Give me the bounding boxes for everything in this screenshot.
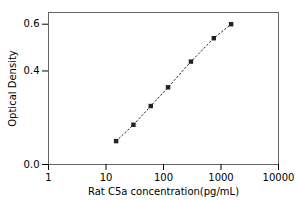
svg-text:100: 100 bbox=[154, 172, 173, 183]
svg-text:0.0: 0.0 bbox=[24, 159, 40, 170]
svg-text:1: 1 bbox=[45, 172, 51, 183]
svg-text:Rat C5a concentration(pg/mL): Rat C5a concentration(pg/mL) bbox=[88, 186, 239, 197]
svg-text:0.4: 0.4 bbox=[24, 65, 40, 76]
svg-text:Optical Density: Optical Density bbox=[7, 50, 18, 127]
svg-text:0.6: 0.6 bbox=[24, 18, 40, 29]
svg-text:10000: 10000 bbox=[263, 172, 295, 183]
svg-text:1000: 1000 bbox=[208, 172, 233, 183]
svg-text:10: 10 bbox=[100, 172, 113, 183]
